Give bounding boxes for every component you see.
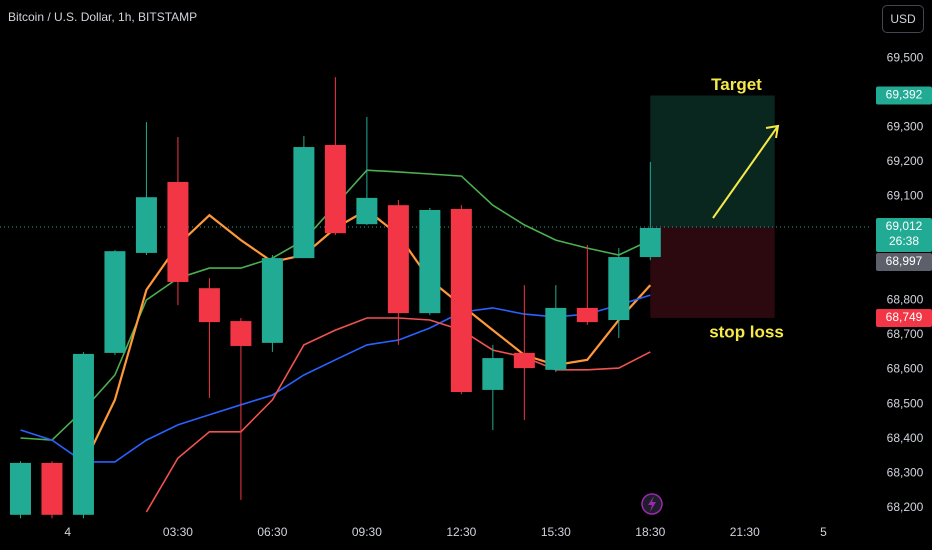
y-tick-label: 68,300 [887, 465, 924, 479]
candle-body [293, 147, 315, 259]
candle-body [513, 352, 535, 369]
candle-body [387, 205, 409, 314]
x-tick-label: 4 [64, 525, 71, 539]
y-tick-label: 69,300 [887, 119, 924, 133]
target-label: Target [711, 75, 762, 94]
candle-body [261, 258, 283, 343]
y-tick-label: 68,200 [887, 500, 924, 514]
candle-body [450, 208, 472, 392]
y-tick-label: 68,800 [887, 292, 924, 306]
price-label: 68,749 [886, 310, 923, 324]
candle-body [72, 353, 94, 515]
y-tick-label: 68,600 [887, 362, 924, 376]
x-tick-label: 5 [820, 525, 827, 539]
candle-body [482, 358, 504, 390]
candle-body [9, 462, 31, 515]
stop-label: stop loss [709, 322, 784, 341]
candle-body [324, 144, 346, 234]
y-tick-label: 68,500 [887, 396, 924, 410]
candle-body [639, 227, 661, 258]
candle-body [198, 288, 220, 323]
price-label: 69,392 [886, 88, 923, 102]
x-tick-label: 18:30 [635, 525, 665, 539]
y-tick-label: 69,500 [887, 50, 924, 64]
x-tick-label: 03:30 [163, 525, 193, 539]
y-tick-label: 68,400 [887, 431, 924, 445]
candle-body [41, 462, 63, 515]
price-label-box [876, 86, 932, 105]
x-tick-label: 15:30 [541, 525, 571, 539]
candle-body [419, 210, 441, 314]
plot-area: Target stop loss [0, 75, 870, 519]
y-tick-label: 69,100 [887, 189, 924, 203]
target-arrow [712, 124, 780, 219]
currency-button[interactable]: USD [882, 5, 924, 33]
x-tick-label: 12:30 [446, 525, 476, 539]
candle-body [135, 197, 157, 253]
candle-body [576, 307, 598, 323]
price-label-box [876, 308, 932, 327]
y-tick-label: 68,700 [887, 327, 924, 341]
price-label-box [876, 217, 932, 252]
price-label-box [876, 252, 932, 271]
candle-body [356, 197, 378, 225]
stop-zone [650, 226, 775, 318]
candle-body [230, 321, 252, 346]
y-tick-label: 69,200 [887, 154, 924, 168]
candle-body [545, 307, 567, 370]
candle-body [104, 251, 126, 353]
x-tick-label: 06:30 [257, 525, 287, 539]
price-label: 68,997 [886, 254, 923, 268]
alert-icon[interactable] [641, 493, 663, 515]
alert-bolt[interactable] [648, 496, 656, 512]
candle-body [608, 257, 630, 321]
moving-average-line [20, 294, 651, 463]
chart-title: Bitcoin / U.S. Dollar, 1h, BITSTAMP [8, 10, 197, 24]
moving-average-line [145, 317, 651, 513]
countdown-label: 26:38 [889, 234, 919, 248]
price-label: 69,012 [886, 219, 923, 233]
target-zone [650, 95, 775, 227]
x-tick-label: 09:30 [352, 525, 382, 539]
candle-body [167, 181, 189, 282]
x-tick-label: 21:30 [730, 525, 760, 539]
